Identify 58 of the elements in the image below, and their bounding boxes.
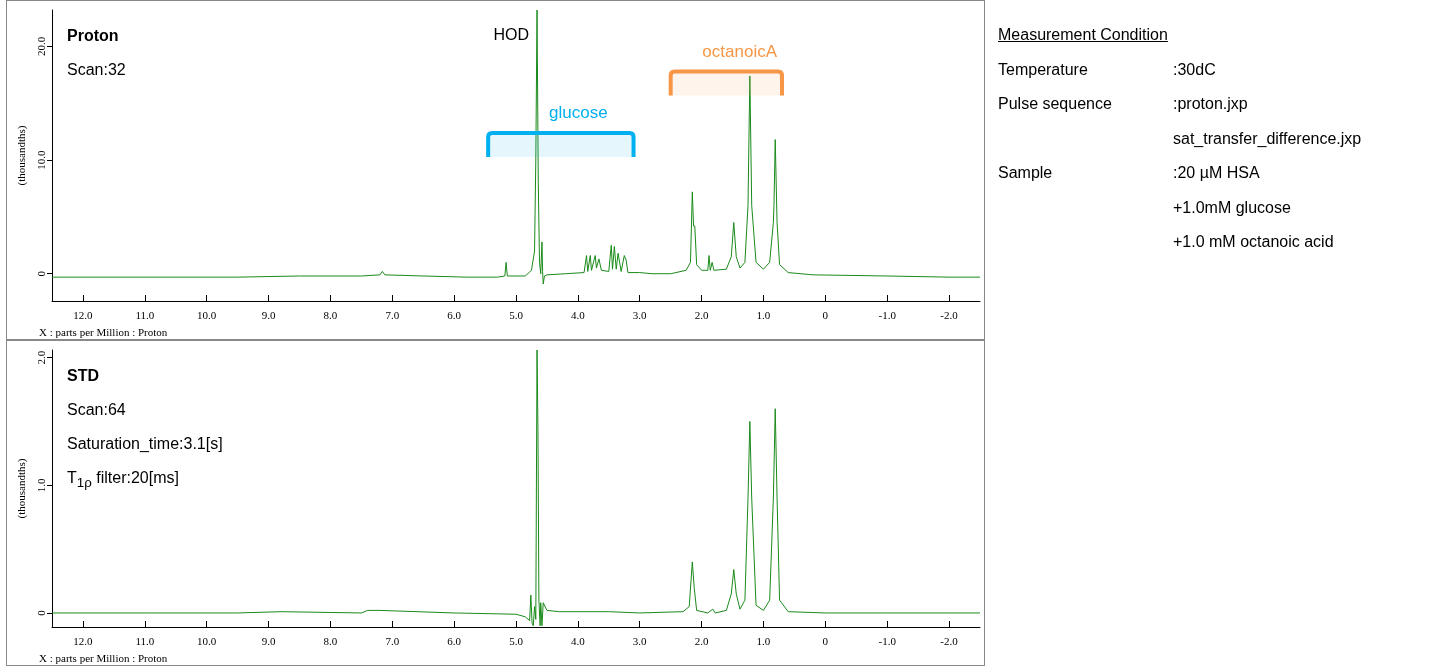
x-tick-label: 11.0 [135, 634, 155, 647]
y-tick-label: 1.0 [34, 477, 47, 493]
x-tick-label: 1.0 [756, 308, 771, 321]
text: Sample :20 µM HSA [998, 164, 1260, 182]
x-tick-label: 5.0 [509, 634, 524, 647]
band-label: octanoicA [702, 41, 778, 62]
text: Proton [67, 27, 119, 45]
x-tick-label: 0 [822, 308, 829, 321]
x-tick-label: 3.0 [632, 634, 648, 647]
annotation: Scan:64 [67, 401, 126, 419]
x-tick-label: 2.0 [694, 308, 709, 321]
x-tick-label: 0 [822, 634, 829, 647]
x-tick-label: -2.0 [940, 308, 959, 321]
band-label: glucose [548, 103, 608, 124]
x-tick-label: 3.0 [632, 308, 648, 321]
x-tick-label: -1.0 [878, 308, 897, 321]
x-tick-label: 4.0 [570, 308, 586, 321]
x-tick-label: -1.0 [878, 634, 897, 647]
annotation: Saturation_time:3.1[s] [67, 435, 223, 453]
annotation: T$_{1ρ}$ filter:20[ms] [67, 469, 179, 491]
x-tick-label: 12.0 [73, 308, 94, 321]
x-tick-label: 9.0 [261, 308, 276, 321]
text: Measurement Condition [998, 26, 1168, 45]
x-tick-label: 7.0 [385, 634, 400, 647]
annotation: HOD [493, 26, 530, 45]
x-tick-label: 6.0 [447, 634, 462, 647]
x-tick-label: 8.0 [323, 308, 338, 321]
text: Pulse sequence :proton.jxp [998, 95, 1248, 113]
x-tick-label: 4.0 [570, 634, 586, 647]
x-tick-label: 10.0 [197, 308, 217, 321]
text: +1.0 mM octanoic acid [1173, 233, 1334, 252]
line-series [51, 349, 981, 627]
y-tick-label: 2.0 [34, 350, 47, 365]
x-tick-label: 8.0 [323, 634, 338, 647]
y-tick-label: 20.0 [34, 36, 47, 56]
text: Temperature :30dC [998, 60, 1216, 78]
text: sat_transfer_difference.jxp [1173, 129, 1362, 148]
x-tick-label: 9.0 [261, 634, 276, 647]
text: +1.0mM glucose [1173, 198, 1291, 217]
y-tick-label: 0 [34, 270, 47, 277]
y-tick-label: 0 [34, 609, 47, 616]
line-series [51, 9, 981, 285]
x-axis-title: X : parts per Million : Proton [39, 326, 168, 338]
x-axis-title: X : parts per Million : Proton [39, 652, 168, 664]
x-tick-label: 6.0 [447, 308, 462, 321]
annotation: Scan:32 [67, 61, 126, 79]
x-tick-label: 1.0 [756, 634, 771, 647]
x-tick-label: 10.0 [197, 634, 217, 647]
y-tick-label: 10.0 [34, 149, 47, 170]
x-tick-label: 12.0 [73, 634, 94, 647]
x-tick-label: 5.0 [509, 308, 524, 321]
x-tick-label: -2.0 [940, 634, 959, 647]
y-axis-title: (thousandths) [14, 458, 28, 519]
x-tick-label: 7.0 [385, 308, 400, 321]
y-axis-title: (thousandths) [14, 125, 28, 186]
x-tick-label: 2.0 [694, 634, 709, 647]
x-tick-label: 11.0 [135, 308, 155, 321]
text: STD [67, 367, 99, 385]
